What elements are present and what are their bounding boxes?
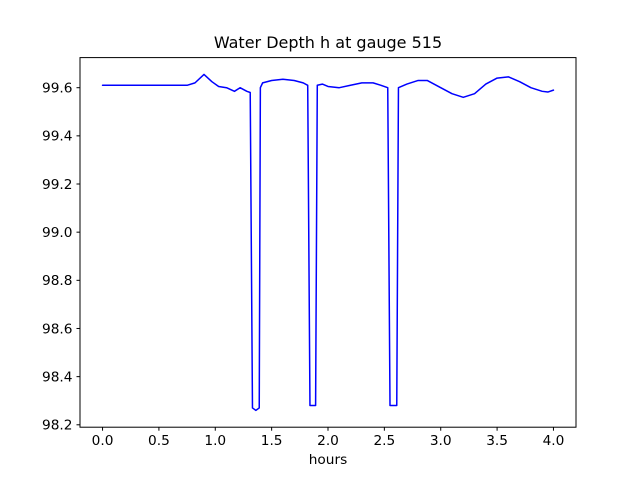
x-tick-label: 0.5 bbox=[148, 433, 170, 449]
y-tick-label: 99.2 bbox=[42, 177, 72, 193]
x-tick-label: 2.5 bbox=[373, 433, 395, 449]
axes-frame bbox=[79, 57, 577, 428]
y-tick-label: 99.6 bbox=[42, 80, 72, 96]
x-tick-label: 2.0 bbox=[317, 433, 339, 449]
y-tick-label: 99.0 bbox=[42, 225, 72, 241]
chart-title: Water Depth h at gauge 515 bbox=[214, 33, 442, 52]
x-tick-label: 3.0 bbox=[430, 433, 452, 449]
line-series-water-depth-h bbox=[101, 73, 555, 412]
x-tick-label: 3.5 bbox=[486, 433, 508, 449]
x-tick-label: 1.5 bbox=[261, 433, 283, 449]
x-tick-label: 1.0 bbox=[204, 433, 226, 449]
y-tick-label: 98.4 bbox=[42, 369, 72, 385]
x-tick-label: 0.0 bbox=[92, 433, 114, 449]
y-tick-label: 98.2 bbox=[42, 418, 72, 434]
y-tick-label: 98.8 bbox=[42, 273, 72, 289]
y-tick-label: 99.4 bbox=[42, 129, 72, 145]
axis-ticks: 0.0 0.5 1.0 1.5 2.0 2.5 3.0 3.5 4.0 98.2 98.4 98.6 9… bbox=[42, 80, 564, 449]
x-axis-label: hours bbox=[309, 452, 347, 468]
data-series bbox=[101, 73, 555, 412]
y-tick-label: 98.6 bbox=[42, 321, 72, 337]
x-tick-label: 4.0 bbox=[543, 433, 565, 449]
